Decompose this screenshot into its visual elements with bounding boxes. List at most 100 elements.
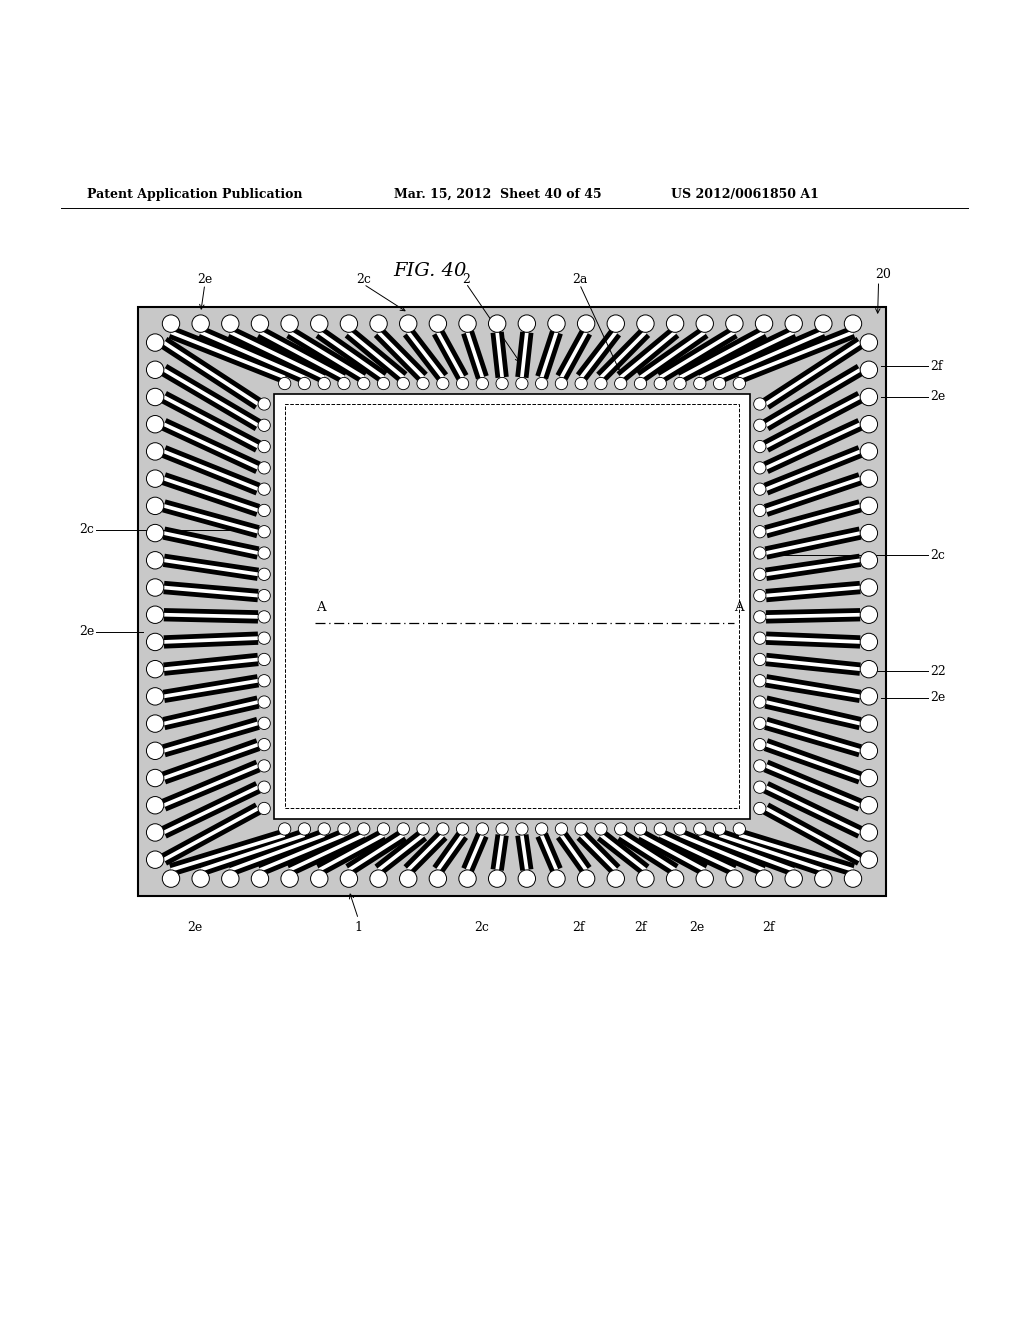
Polygon shape <box>765 368 861 426</box>
Circle shape <box>279 378 291 389</box>
Circle shape <box>338 378 350 389</box>
Text: 22: 22 <box>930 664 945 677</box>
Circle shape <box>488 870 506 887</box>
Polygon shape <box>765 653 861 676</box>
Circle shape <box>258 653 270 665</box>
Polygon shape <box>765 477 861 512</box>
Polygon shape <box>737 829 855 876</box>
Polygon shape <box>765 764 861 807</box>
Polygon shape <box>596 327 650 381</box>
Polygon shape <box>765 785 861 834</box>
Polygon shape <box>763 364 863 432</box>
Circle shape <box>258 546 270 560</box>
Polygon shape <box>432 329 468 380</box>
Polygon shape <box>163 527 259 560</box>
Polygon shape <box>164 531 258 554</box>
Polygon shape <box>520 333 528 378</box>
Circle shape <box>357 822 370 836</box>
Polygon shape <box>163 341 259 405</box>
Circle shape <box>146 688 164 705</box>
Circle shape <box>146 770 164 787</box>
Polygon shape <box>163 785 259 834</box>
Text: 2f: 2f <box>762 921 774 935</box>
Circle shape <box>634 378 646 389</box>
Polygon shape <box>200 833 305 871</box>
Polygon shape <box>765 553 861 581</box>
Polygon shape <box>763 418 863 474</box>
Circle shape <box>614 378 627 389</box>
Circle shape <box>146 362 164 379</box>
Polygon shape <box>164 558 258 576</box>
Circle shape <box>318 378 331 389</box>
Polygon shape <box>287 829 367 876</box>
Circle shape <box>696 870 714 887</box>
Circle shape <box>251 315 268 333</box>
Polygon shape <box>348 331 404 379</box>
Polygon shape <box>763 781 863 838</box>
Circle shape <box>578 315 595 333</box>
Circle shape <box>340 870 357 887</box>
Text: 20: 20 <box>874 268 891 281</box>
Polygon shape <box>766 636 860 644</box>
Text: 2c: 2c <box>930 549 945 562</box>
Polygon shape <box>766 586 860 598</box>
Circle shape <box>595 822 607 836</box>
Circle shape <box>754 483 766 495</box>
Circle shape <box>754 504 766 516</box>
Circle shape <box>754 611 766 623</box>
Circle shape <box>310 315 328 333</box>
Polygon shape <box>228 829 327 876</box>
Polygon shape <box>764 738 862 784</box>
Circle shape <box>693 378 706 389</box>
Polygon shape <box>765 696 861 730</box>
Polygon shape <box>403 830 447 875</box>
Text: FIG. 40: FIG. 40 <box>393 261 467 280</box>
Text: 2a: 2a <box>571 272 588 285</box>
Polygon shape <box>466 331 484 378</box>
Circle shape <box>637 315 654 333</box>
Circle shape <box>429 315 446 333</box>
Circle shape <box>654 822 667 836</box>
Polygon shape <box>515 834 534 871</box>
Polygon shape <box>738 330 854 379</box>
Polygon shape <box>556 832 592 874</box>
Circle shape <box>459 870 476 887</box>
Text: 2e: 2e <box>187 921 202 935</box>
Circle shape <box>674 378 686 389</box>
Polygon shape <box>162 717 260 758</box>
Circle shape <box>457 822 469 836</box>
Polygon shape <box>765 675 861 704</box>
Polygon shape <box>345 327 408 383</box>
Polygon shape <box>600 331 647 379</box>
Polygon shape <box>540 834 558 871</box>
Circle shape <box>258 568 270 581</box>
Polygon shape <box>766 631 860 648</box>
Polygon shape <box>259 833 345 871</box>
Polygon shape <box>640 833 706 871</box>
Text: 1: 1 <box>354 921 362 935</box>
Circle shape <box>518 315 536 333</box>
Polygon shape <box>163 368 259 426</box>
Polygon shape <box>161 418 261 474</box>
Text: 2c: 2c <box>356 272 371 285</box>
Circle shape <box>754 653 766 665</box>
Circle shape <box>146 470 164 487</box>
Circle shape <box>146 578 164 597</box>
Circle shape <box>310 870 328 887</box>
Circle shape <box>258 675 270 686</box>
Circle shape <box>754 441 766 453</box>
Polygon shape <box>164 631 258 648</box>
Polygon shape <box>198 326 307 384</box>
Polygon shape <box>717 326 826 384</box>
Polygon shape <box>163 807 259 862</box>
Circle shape <box>726 315 743 333</box>
Circle shape <box>614 822 627 836</box>
Circle shape <box>860 796 878 814</box>
Circle shape <box>754 781 766 793</box>
Polygon shape <box>164 678 258 698</box>
Circle shape <box>860 498 878 515</box>
Polygon shape <box>378 834 424 871</box>
Polygon shape <box>163 722 259 752</box>
Circle shape <box>754 546 766 560</box>
Circle shape <box>860 442 878 461</box>
